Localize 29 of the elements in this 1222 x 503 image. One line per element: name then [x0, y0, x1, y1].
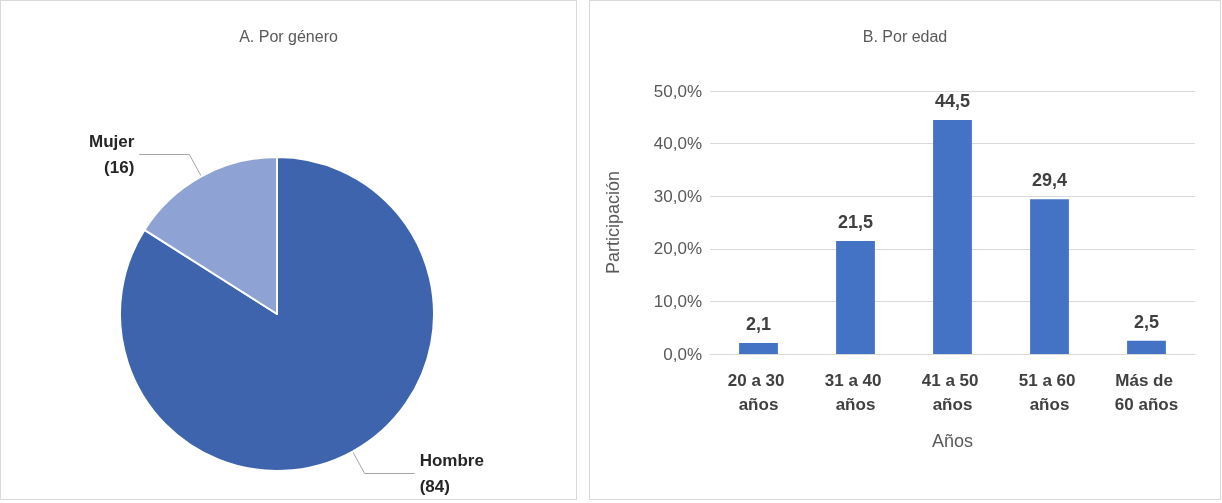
bar: [1127, 340, 1166, 354]
data-label: 29,4: [1031, 170, 1068, 191]
bar: [836, 240, 875, 354]
bar: [1030, 199, 1069, 354]
data-label: 21,5: [837, 211, 874, 232]
x-tick-label: 20 a 30 años: [727, 370, 790, 414]
slice-label: Hombre: [419, 450, 484, 470]
x-tick-label: Más de 60 años: [1114, 370, 1179, 414]
data-label: 2,5: [1133, 311, 1160, 332]
chart-title: A. Por género: [239, 27, 338, 45]
y-axis-title: Participación: [603, 170, 623, 275]
data-label: 2,1: [745, 313, 772, 334]
x-tick-label: 31 a 40 años: [824, 370, 887, 414]
x-axis-title: Años: [931, 431, 974, 451]
y-tick-label: 50,0%: [653, 81, 702, 101]
slice-label: Mujer: [88, 132, 135, 152]
chart-title: B. Por edad: [862, 27, 948, 45]
y-tick-label: 40,0%: [653, 134, 702, 154]
y-tick-label: 20,0%: [653, 239, 702, 259]
y-tick-label: 10,0%: [653, 291, 702, 311]
data-label: (16): [104, 158, 135, 178]
x-tick-label: 51 a 60 años: [1018, 370, 1081, 414]
bar: [739, 342, 778, 354]
data-label: 44,5: [934, 90, 971, 111]
data-label: (84): [419, 476, 450, 496]
x-tick-label: 41 a 50 años: [921, 370, 984, 414]
y-tick-label: 0,0%: [663, 344, 702, 364]
y-tick-label: 30,0%: [653, 186, 702, 206]
bar: [933, 119, 972, 354]
